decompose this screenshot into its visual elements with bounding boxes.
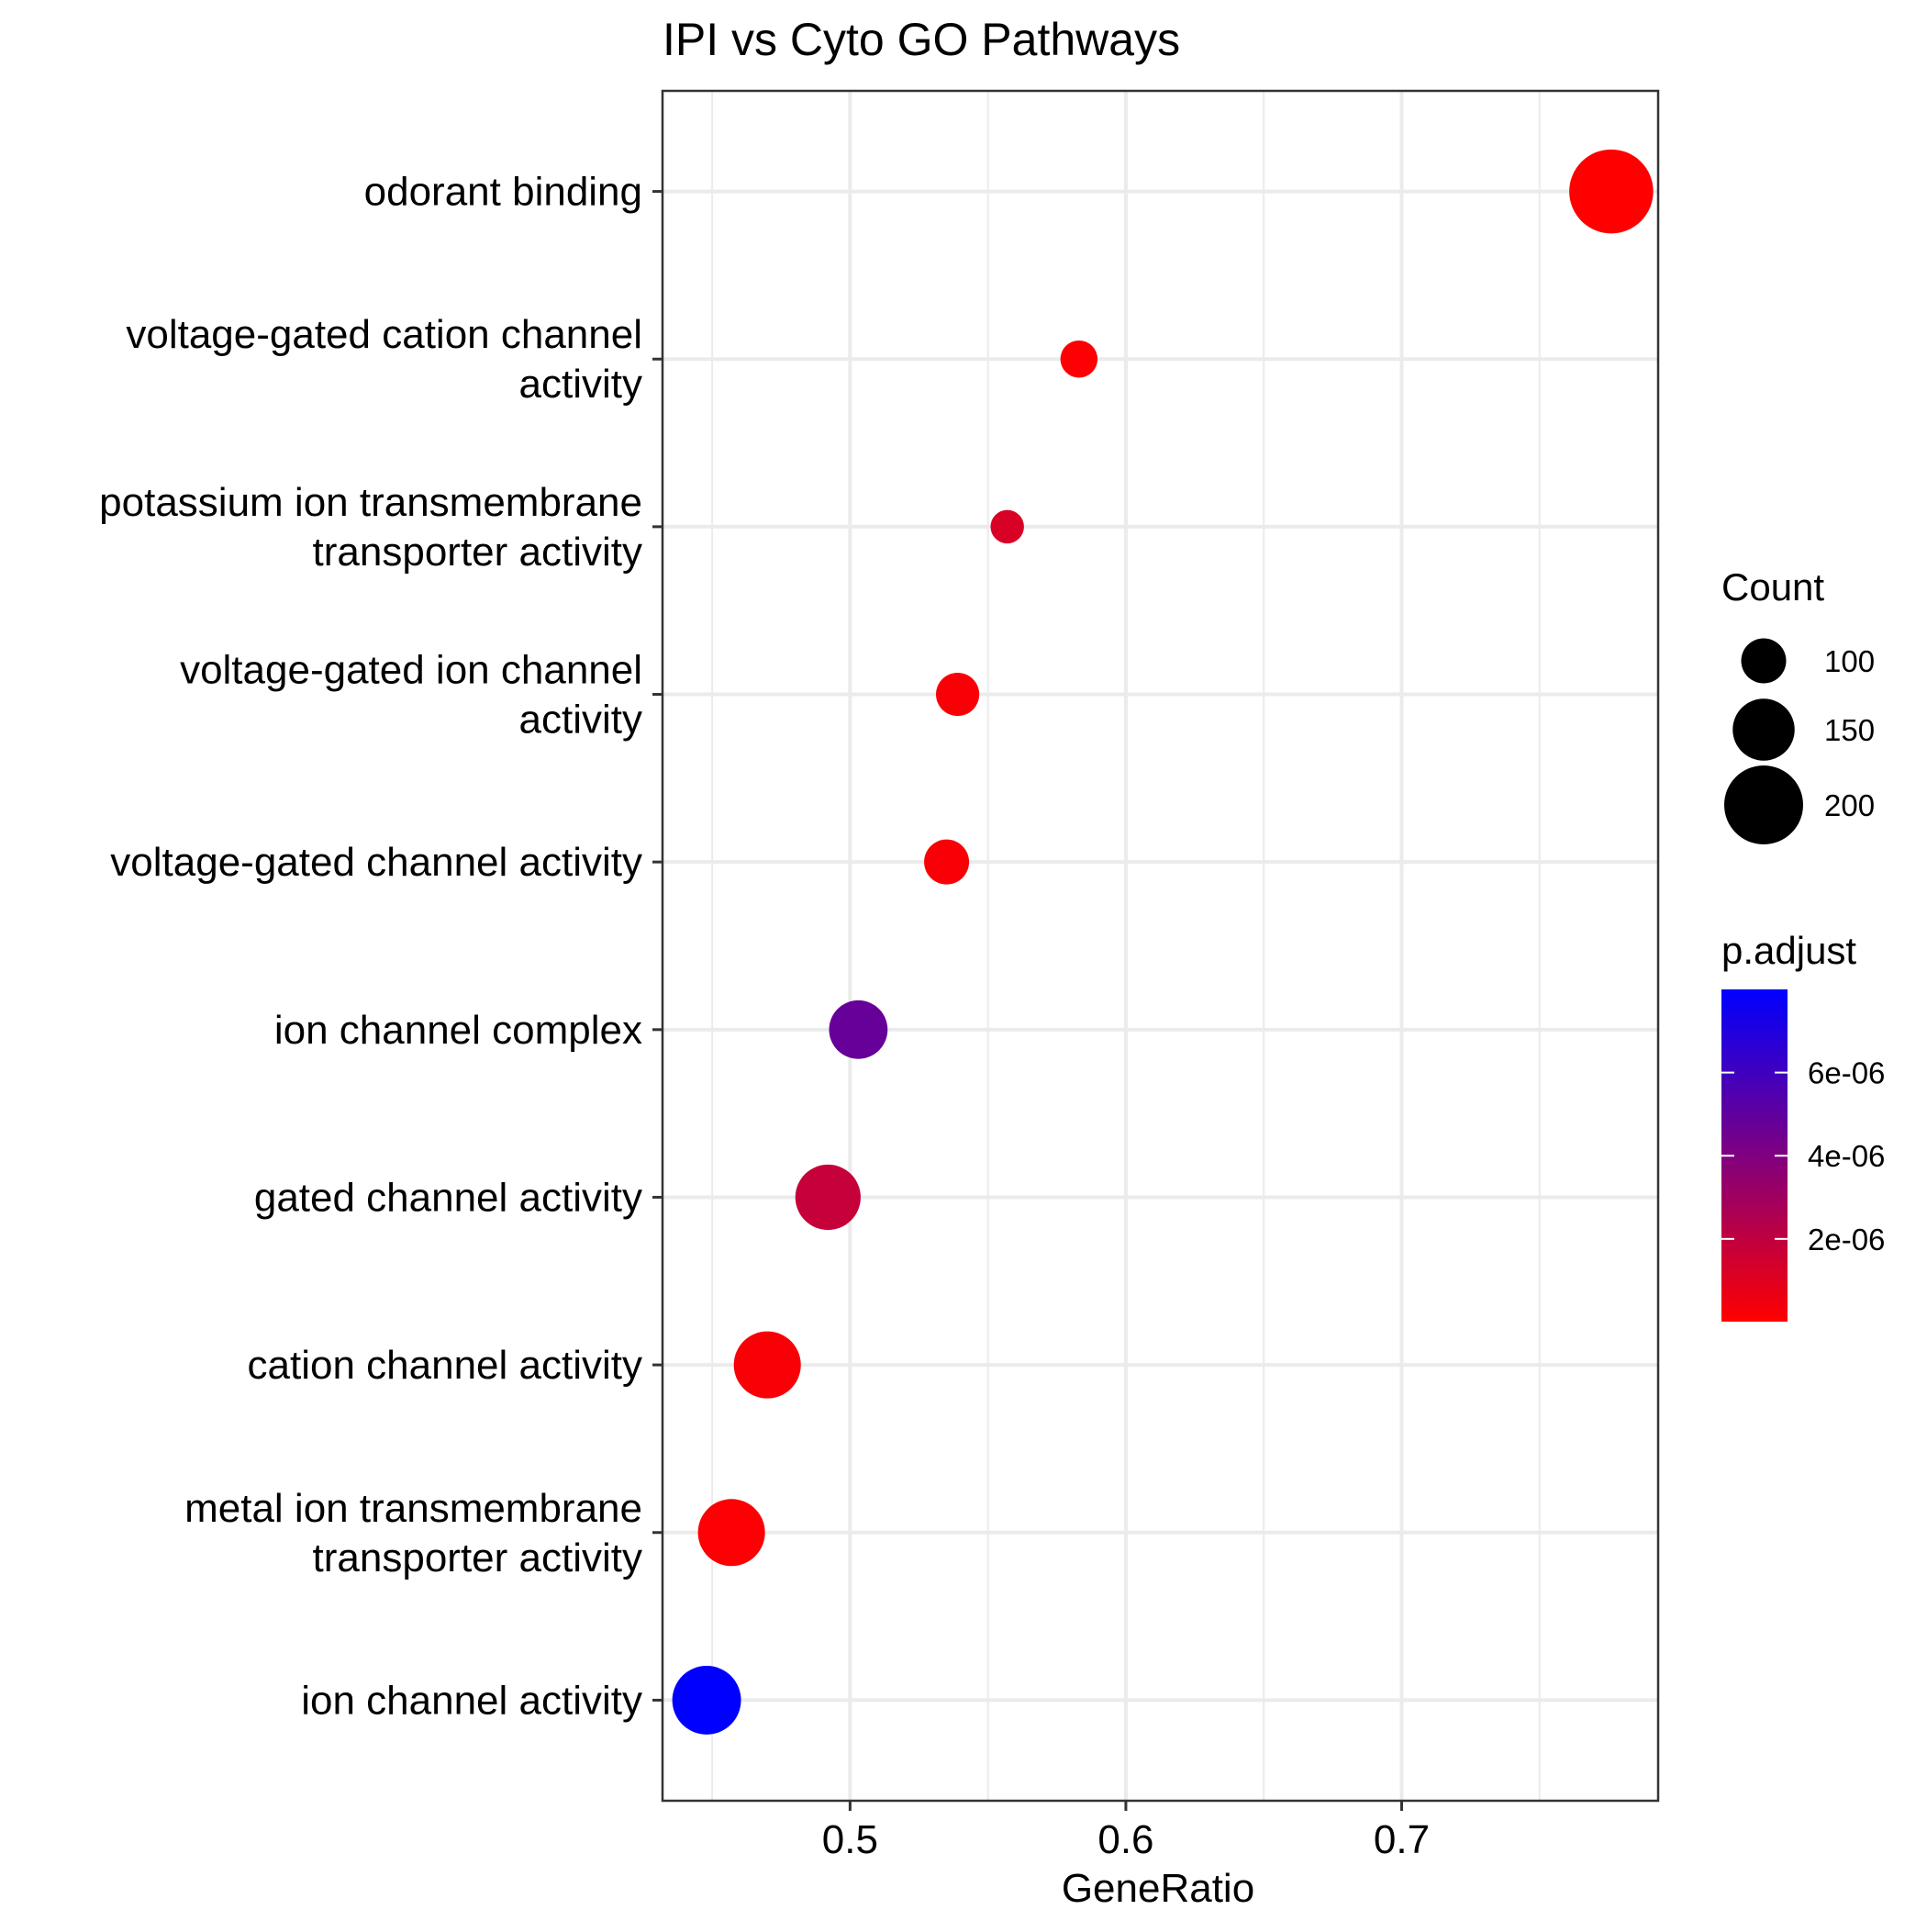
size-legend-key xyxy=(1741,638,1787,684)
category-label: voltage-gated cation channel activity xyxy=(126,312,642,407)
category-label: voltage-gated channel activity xyxy=(110,840,642,885)
data-point xyxy=(795,1164,861,1231)
category-label: ion channel activity xyxy=(301,1678,642,1723)
size-legend-title: Count xyxy=(1721,565,1824,609)
data-point xyxy=(1060,340,1098,378)
plot-border xyxy=(661,89,1660,1803)
data-point xyxy=(990,509,1024,544)
size-legend-label: 100 xyxy=(1824,644,1875,678)
category-label: odorant binding xyxy=(364,170,642,215)
color-legend-label: 2e-06 xyxy=(1808,1223,1885,1256)
x-tick-label: 0.7 xyxy=(1374,1817,1430,1862)
data-point xyxy=(733,1331,801,1399)
category-label: ion channel complex xyxy=(274,1008,642,1053)
data-point xyxy=(829,1000,888,1059)
category-label: potassium ion transmembrane transporter a… xyxy=(99,480,642,575)
color-legend-label: 6e-06 xyxy=(1808,1056,1885,1090)
category-label: gated channel activity xyxy=(254,1175,642,1220)
x-tick-label: 0.6 xyxy=(1097,1817,1153,1862)
size-legend-key xyxy=(1724,765,1803,844)
data-point xyxy=(672,1665,741,1735)
color-legend-title: p.adjust xyxy=(1721,929,1856,972)
data-point xyxy=(936,672,980,717)
category-label: metal ion transmembrane transporter activ… xyxy=(184,1486,642,1580)
color-legend-label: 4e-06 xyxy=(1808,1139,1885,1173)
data-point xyxy=(697,1499,765,1567)
size-legend-key xyxy=(1732,698,1795,761)
size-legend-label: 200 xyxy=(1824,788,1875,822)
x-axis-title: GeneRatio xyxy=(1062,1866,1254,1911)
data-point xyxy=(1569,149,1654,234)
size-legend: Count 100 150 200 xyxy=(1721,565,1875,844)
chart-title: IPI vs Cyto GO Pathways xyxy=(663,14,1180,65)
plot-panel xyxy=(663,91,1658,1801)
category-label: cation channel activity xyxy=(248,1343,642,1388)
plot-area: odorant binding voltage-gated cation chan… xyxy=(99,89,1660,1862)
category-label: voltage-gated ion channel activity xyxy=(180,648,642,743)
size-legend-label: 150 xyxy=(1824,713,1875,747)
data-point xyxy=(924,839,970,885)
color-legend: p.adjust 2e-06 4e-06 6e-06 xyxy=(1721,929,1885,1322)
x-tick-label: 0.5 xyxy=(822,1817,878,1862)
